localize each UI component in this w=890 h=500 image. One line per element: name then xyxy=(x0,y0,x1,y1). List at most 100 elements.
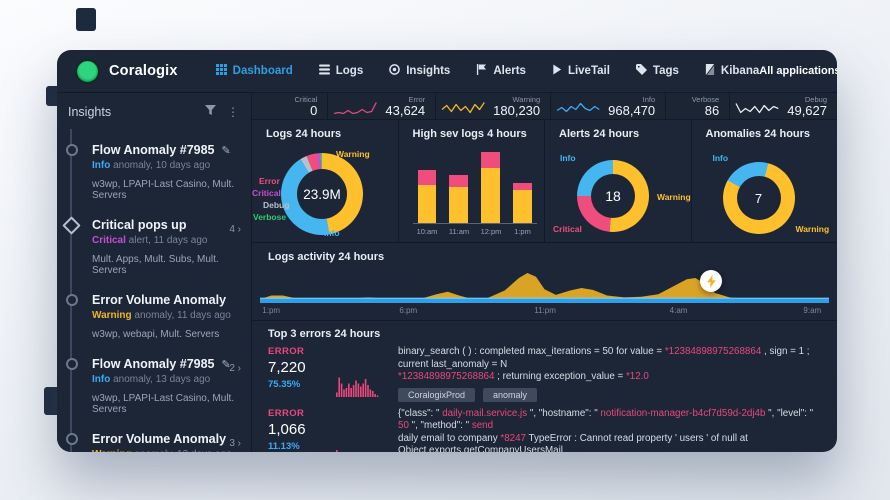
circle-marker-icon xyxy=(66,144,78,156)
high-sev-bar-chart xyxy=(412,148,537,224)
bar-x-label-text: 11:am xyxy=(448,227,470,236)
applications-filter-label: All applications xyxy=(759,65,837,77)
stacked-bar xyxy=(481,152,500,223)
insight-title: Error Volume Anomaly xyxy=(92,293,239,307)
sidebar-title: Insights xyxy=(68,105,112,119)
error-info: ERROR 1,066 11.13% xyxy=(268,408,326,453)
brand-name: Coralogix xyxy=(109,63,178,79)
error-percent: 11.13% xyxy=(268,440,300,452)
insight-item[interactable]: Error Volume Anomaly Warning anomaly, 11 … xyxy=(66,293,251,340)
logs-donut-chart: 23.9M xyxy=(281,153,363,235)
dashboard-window: Coralogix Dashboard Logs Insights Alerts Liv… xyxy=(57,50,837,452)
anomalies-donut-chart: 7 xyxy=(722,162,795,234)
bar-x-label-text: 10:am xyxy=(416,227,438,236)
insight-meta: Warning anomaly, 13 days ago xyxy=(92,449,239,452)
edit-pencil-icon[interactable]: ✎ xyxy=(221,358,231,371)
insight-count-chevron[interactable]: 3 › xyxy=(229,438,241,449)
nav-item-tags[interactable]: Tags xyxy=(635,64,679,78)
error-count: 7,220 xyxy=(268,359,306,376)
insight-item[interactable]: Critical pops up Critical alert, 11 days … xyxy=(62,216,251,276)
stat-cell-verbose: Verbose 86 xyxy=(666,93,731,119)
error-row[interactable]: ERROR 1,066 11.13% {"class": " daily-mail.s… xyxy=(268,408,837,453)
nav-item-logs[interactable]: Logs xyxy=(318,64,364,78)
nav-item-livetail[interactable]: LiveTail xyxy=(552,64,610,78)
filter-funnel-icon[interactable] xyxy=(205,103,216,121)
bar-error-segment xyxy=(512,183,532,190)
nav-item-label: Logs xyxy=(335,65,364,77)
error-detail: binary_search ( ) : completed max_iterat… xyxy=(398,346,823,402)
nav-item-label: LiveTail xyxy=(567,65,610,77)
nav-item-alerts[interactable]: Alerts xyxy=(476,64,526,78)
tag-badge[interactable]: CoralogixProd xyxy=(398,387,476,402)
stat-label: Info xyxy=(642,95,656,104)
insight-meta: Info anomaly, 13 days ago xyxy=(92,374,211,385)
alerts-donut-chart: 18 xyxy=(577,160,649,232)
activity-x-tick: 11:pm xyxy=(534,306,556,315)
nav-item-dashboard[interactable]: Dashboard xyxy=(215,64,293,78)
insight-count-chevron[interactable]: 4 › xyxy=(229,224,241,235)
insights-sidebar: Insights ⋮ Flow Anomaly #7985 ✎ Info anoma… xyxy=(57,93,252,452)
insight-title-text: Error Volume Anomaly xyxy=(92,432,227,446)
stat-sparkline xyxy=(735,103,779,114)
severity-label: Info xyxy=(92,374,111,385)
stat-value: 86 xyxy=(704,103,720,118)
donut-label-warning: Warning xyxy=(657,192,691,202)
stacked-bar xyxy=(417,170,437,223)
severity-label: Warning xyxy=(92,310,132,321)
tag-badge[interactable]: anomaly xyxy=(483,387,538,402)
activity-x-tick: 9:am xyxy=(803,306,822,315)
donut-label-critical: Critical xyxy=(252,188,281,198)
bar-warning-segment xyxy=(417,185,437,223)
stat-value: 968,470 xyxy=(608,103,656,118)
panel-logs-24h: Logs 24 hours 23.9M Warning Info Debug Erro… xyxy=(252,120,399,242)
coralogix-logo-icon xyxy=(75,58,100,84)
insight-item[interactable]: Error Volume Anomaly Warning anomaly, 13 … xyxy=(66,432,251,452)
stacked-bar xyxy=(512,183,532,223)
kibana-icon xyxy=(705,64,715,78)
nav-item-label: Insights xyxy=(406,65,451,77)
logs-icon xyxy=(318,64,330,78)
activity-x-tick: 6:pm xyxy=(399,306,418,315)
error-level-badge: ERROR xyxy=(268,346,305,357)
error-message-line: binary_search ( ) : completed max_iterat… xyxy=(398,346,810,370)
nav-item-kibana[interactable]: Kibana xyxy=(705,64,759,78)
bar-x-label: 10:am xyxy=(416,227,438,236)
insight-title-text: Flow Anomaly #7985 xyxy=(92,143,215,157)
stat-sparkline xyxy=(441,102,485,114)
top-errors-list: ERROR 7,220 75.35% binary_search ( ) : comp… xyxy=(268,346,837,452)
donut-label-info: Info xyxy=(560,153,576,163)
panel-title: Logs 24 hours xyxy=(266,128,342,140)
edit-pencil-icon[interactable]: ✎ xyxy=(221,144,231,157)
bar-x-label-text: 12:pm xyxy=(480,227,502,236)
error-detail: {"class": " daily-mail.service.js ", "ho… xyxy=(398,408,823,453)
insight-item[interactable]: Flow Anomaly #7985 ✎ Info anomaly, 10 days… xyxy=(66,143,251,201)
applications-filter-dropdown[interactable]: All applications ▾ xyxy=(759,65,837,77)
kebab-menu-icon[interactable]: ⋮ xyxy=(227,105,239,119)
insight-title: Critical pops up xyxy=(92,218,239,232)
activity-x-tick: 1:pm xyxy=(262,306,281,315)
nav-menu: Dashboard Logs Insights Alerts LiveTail Tags K… xyxy=(215,64,759,78)
donut-label-warning: Warning xyxy=(336,149,370,159)
logs-activity-area-chart xyxy=(260,273,829,303)
stat-cell-warning: Warning 180,230 xyxy=(436,93,552,119)
insight-title: Flow Anomaly #7985 ✎ xyxy=(92,357,239,371)
main-content: Critical 0 Error 43,624 Warning 180,230 Info 96… xyxy=(252,93,837,452)
bar-warning-segment xyxy=(481,168,500,223)
insight-title: Flow Anomaly #7985 ✎ xyxy=(92,143,239,157)
bar-x-label: 1:pm xyxy=(514,227,532,236)
insight-meta: Info anomaly, 10 days ago xyxy=(92,160,211,171)
severity-label: Info xyxy=(92,160,111,171)
error-row[interactable]: ERROR 7,220 75.35% binary_search ( ) : comp… xyxy=(268,346,837,402)
bar-error-segment xyxy=(417,170,437,185)
stat-sparkline xyxy=(556,102,600,113)
insight-item[interactable]: Flow Anomaly #7985 ✎ Info anomaly, 13 days… xyxy=(66,357,251,415)
nav-item-insights[interactable]: Insights xyxy=(389,64,450,78)
error-spark-chart xyxy=(336,449,338,452)
bar-error-segment xyxy=(449,175,468,187)
lightning-action-button[interactable] xyxy=(700,270,722,292)
donut-label-critical: Critical xyxy=(553,224,582,234)
stat-value: 49,627 xyxy=(787,103,827,118)
insight-count-chevron[interactable]: 2 › xyxy=(229,363,241,374)
brand[interactable]: Coralogix xyxy=(75,58,178,84)
severity-label: Warning xyxy=(92,449,132,452)
